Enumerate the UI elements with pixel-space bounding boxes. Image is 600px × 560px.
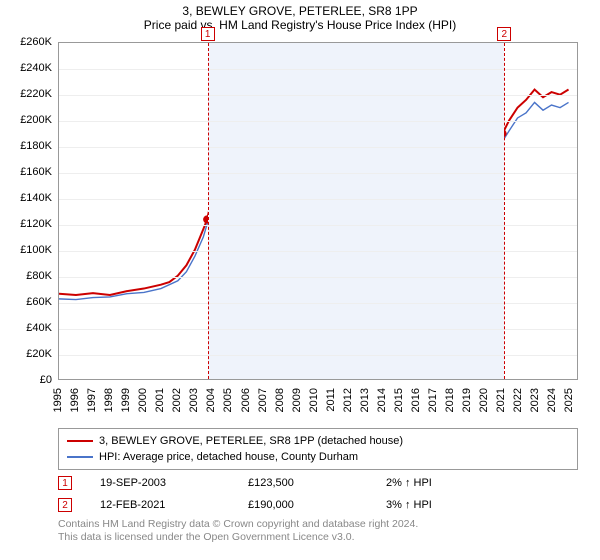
x-tick-label: 2020 xyxy=(478,388,490,412)
x-tick-label: 1996 xyxy=(69,388,81,412)
y-tick-label: £220K xyxy=(20,88,52,100)
y-tick-label: £20K xyxy=(26,348,52,360)
gridline xyxy=(59,355,577,356)
y-tick-label: £100K xyxy=(20,244,52,256)
event-marker-icon: 2 xyxy=(497,27,511,41)
x-tick-label: 2002 xyxy=(171,388,183,412)
legend-swatch xyxy=(67,456,93,458)
gridline xyxy=(59,225,577,226)
y-tick-label: £40K xyxy=(26,322,52,334)
footer-line: Contains HM Land Registry data © Crown c… xyxy=(58,518,578,531)
gridline xyxy=(59,329,577,330)
gridline xyxy=(59,95,577,96)
gridline xyxy=(59,277,577,278)
x-tick-label: 2016 xyxy=(410,388,422,412)
x-tick-label: 2009 xyxy=(291,388,303,412)
y-tick-label: £160K xyxy=(20,166,52,178)
legend-row: 3, BEWLEY GROVE, PETERLEE, SR8 1PP (deta… xyxy=(67,433,569,449)
event-line xyxy=(208,43,209,379)
x-tick-label: 1997 xyxy=(86,388,98,412)
event-row: 1 19-SEP-2003 £123,500 2% ↑ HPI xyxy=(58,472,578,494)
gridline xyxy=(59,199,577,200)
y-tick-label: £180K xyxy=(20,140,52,152)
x-tick-label: 2024 xyxy=(546,388,558,412)
x-tick-label: 2012 xyxy=(342,388,354,412)
legend-box: 3, BEWLEY GROVE, PETERLEE, SR8 1PP (deta… xyxy=(58,428,578,470)
gridline xyxy=(59,147,577,148)
x-tick-label: 2022 xyxy=(512,388,524,412)
gridline xyxy=(59,121,577,122)
x-tick-label: 2013 xyxy=(359,388,371,412)
event-row: 2 12-FEB-2021 £190,000 3% ↑ HPI xyxy=(58,494,578,516)
event-marker-icon: 1 xyxy=(201,27,215,41)
x-tick-label: 2005 xyxy=(222,388,234,412)
footer-line: This data is licensed under the Open Gov… xyxy=(58,531,578,544)
x-tick-label: 2014 xyxy=(376,388,388,412)
legend-swatch xyxy=(67,440,93,442)
y-tick-label: £140K xyxy=(20,192,52,204)
legend-label: 3, BEWLEY GROVE, PETERLEE, SR8 1PP (deta… xyxy=(99,433,403,449)
event-date: 19-SEP-2003 xyxy=(100,474,220,492)
event-price: £190,000 xyxy=(248,496,358,514)
event-date: 12-FEB-2021 xyxy=(100,496,220,514)
x-tick-label: 2003 xyxy=(188,388,200,412)
y-tick-label: £260K xyxy=(20,36,52,48)
event-delta: 3% ↑ HPI xyxy=(386,496,506,514)
y-tick-label: £60K xyxy=(26,296,52,308)
gridline xyxy=(59,173,577,174)
x-tick-label: 2000 xyxy=(137,388,149,412)
plot-area: 12 xyxy=(58,42,578,380)
gridline xyxy=(59,251,577,252)
x-tick-label: 1999 xyxy=(120,388,132,412)
event-price: £123,500 xyxy=(248,474,358,492)
x-tick-label: 2023 xyxy=(529,388,541,412)
legend-label: HPI: Average price, detached house, Coun… xyxy=(99,449,358,465)
x-tick-label: 1995 xyxy=(52,388,64,412)
legend-row: HPI: Average price, detached house, Coun… xyxy=(67,449,569,465)
event-delta: 2% ↑ HPI xyxy=(386,474,506,492)
x-tick-label: 2010 xyxy=(308,388,320,412)
attribution-footer: Contains HM Land Registry data © Crown c… xyxy=(58,518,578,544)
gridline xyxy=(59,303,577,304)
x-tick-label: 2011 xyxy=(325,388,337,412)
x-tick-label: 2018 xyxy=(444,388,456,412)
x-tick-label: 2006 xyxy=(240,388,252,412)
y-tick-label: £240K xyxy=(20,62,52,74)
event-line xyxy=(504,43,505,379)
x-tick-label: 2019 xyxy=(461,388,473,412)
y-tick-label: £120K xyxy=(20,218,52,230)
x-tick-label: 2017 xyxy=(427,388,439,412)
x-tick-label: 1998 xyxy=(103,388,115,412)
x-tick-label: 2004 xyxy=(205,388,217,412)
x-tick-label: 2025 xyxy=(563,388,575,412)
y-tick-label: £80K xyxy=(26,270,52,282)
x-tick-label: 2021 xyxy=(495,388,507,412)
chart-area: 12 £0£20K£40K£60K£80K£100K£120K£140K£160… xyxy=(58,42,578,402)
y-tick-label: £0 xyxy=(40,374,52,386)
y-tick-label: £200K xyxy=(20,114,52,126)
title-address: 3, BEWLEY GROVE, PETERLEE, SR8 1PP xyxy=(0,4,600,18)
x-tick-label: 2007 xyxy=(257,388,269,412)
event-marker-icon: 2 xyxy=(58,498,72,512)
events-table: 1 19-SEP-2003 £123,500 2% ↑ HPI 2 12-FEB… xyxy=(58,472,578,516)
gridline xyxy=(59,69,577,70)
event-marker-icon: 1 xyxy=(58,476,72,490)
x-tick-label: 2015 xyxy=(393,388,405,412)
x-tick-label: 2001 xyxy=(154,388,166,412)
x-tick-label: 2008 xyxy=(274,388,286,412)
